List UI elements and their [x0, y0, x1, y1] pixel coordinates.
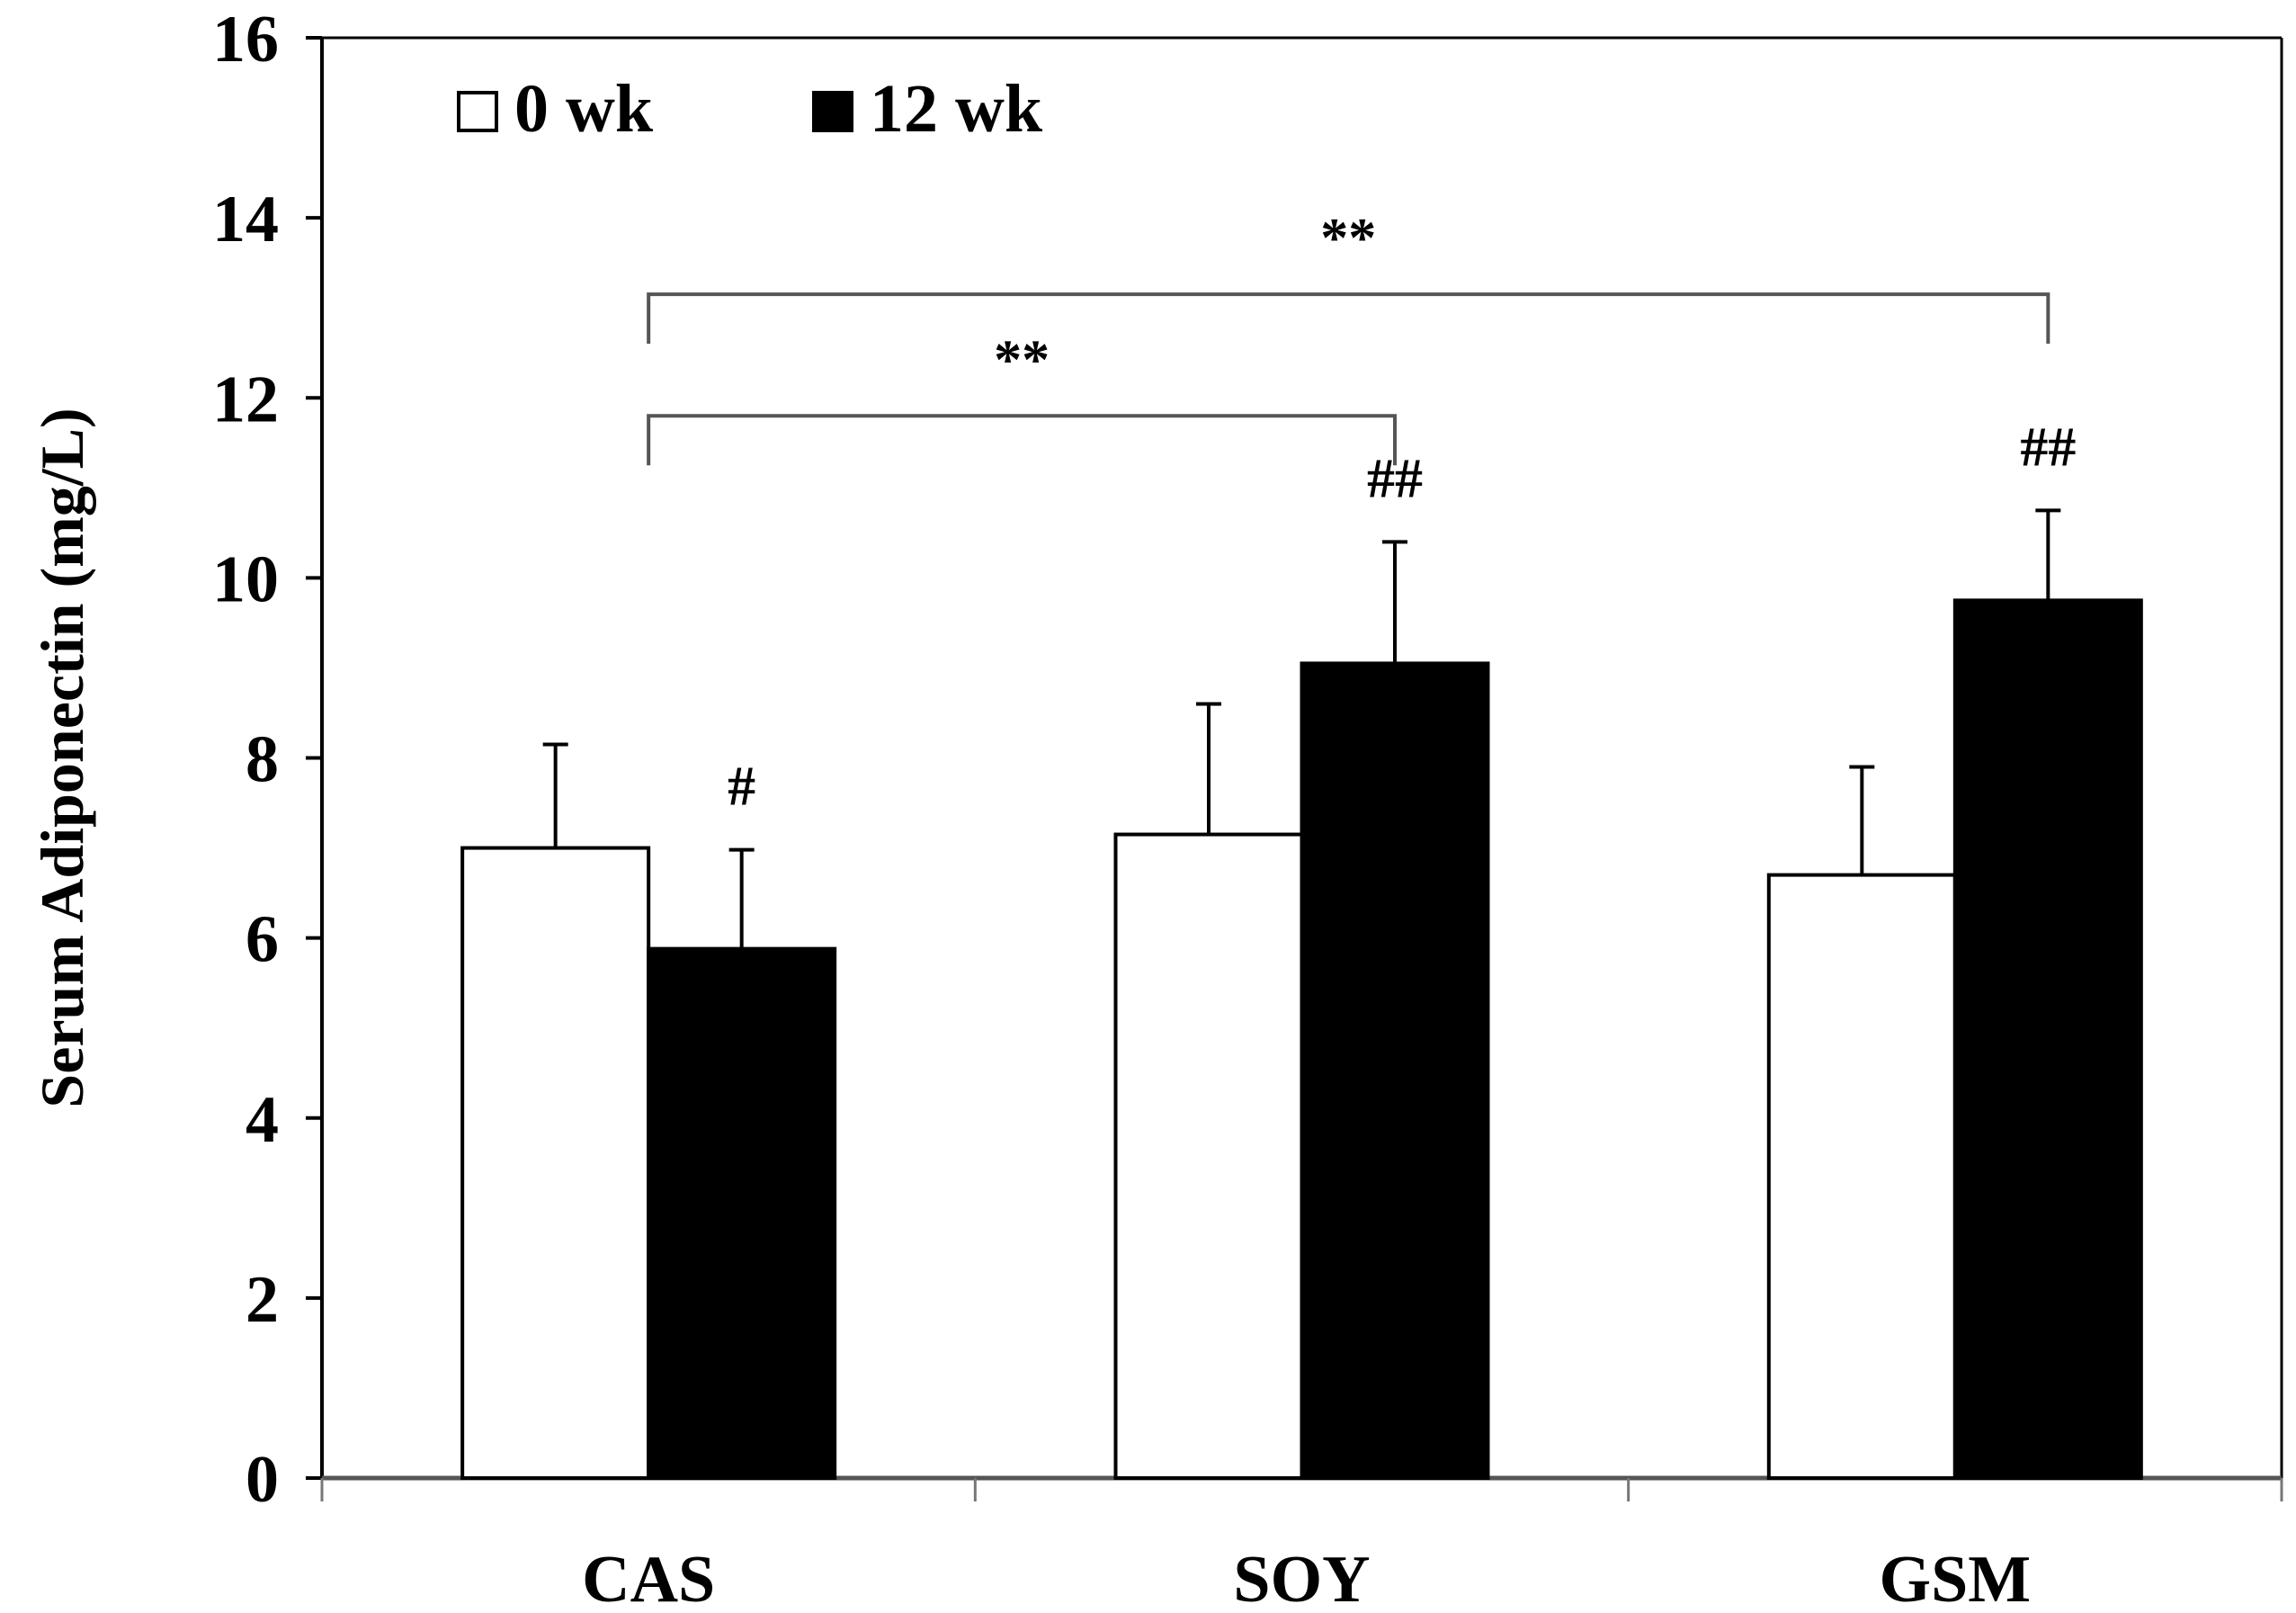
y-tick-label: 0 [246, 1443, 279, 1517]
y-tick-label: 4 [246, 1083, 279, 1157]
y-tick-label: 12 [212, 363, 279, 436]
y-tick-label: 2 [246, 1263, 279, 1337]
x-tick-label: GSM [1880, 1543, 2032, 1613]
bars [460, 598, 2143, 1480]
legend-label: 12 wk [870, 71, 1043, 147]
bracket-significance-label: ** [1320, 208, 1376, 269]
significance-marker: # [728, 757, 755, 818]
y-tick-label: 10 [212, 542, 279, 616]
significance-brackets: ** ** [647, 208, 2050, 466]
x-axis-ticks: CAS SOY GSM [320, 1478, 2283, 1613]
bar-soy-0-wk [1113, 832, 1304, 1480]
x-tick-label: SOY [1233, 1543, 1370, 1613]
significance-marker: ## [2020, 417, 2076, 478]
legend-swatch [812, 91, 853, 132]
legend-label: 0 wk [514, 71, 654, 147]
y-axis-ticks: 0 2 4 6 8 10 12 14 16 [212, 3, 322, 1517]
y-tick-label: 8 [246, 723, 279, 797]
y-tick-label: 6 [246, 903, 279, 977]
comparison-bracket [647, 414, 1397, 466]
error-bars [542, 508, 2061, 949]
y-tick-label: 16 [212, 3, 279, 76]
y-axis-label: Serum Adiponectin (mg/L) [28, 408, 96, 1107]
bar-soy-12-wk [1300, 661, 1490, 1480]
bracket-significance-label: ** [994, 329, 1050, 390]
bar-cas-0-wk [460, 846, 651, 1480]
bar-gsm-12-wk [1952, 598, 2143, 1480]
legend: 0 wk 12 wk [457, 71, 1043, 147]
x-tick-label: CAS [582, 1543, 715, 1613]
comparison-bracket [647, 292, 2050, 345]
y-tick-label: 14 [212, 183, 279, 256]
legend-swatch [457, 91, 498, 132]
bar-gsm-0-wk [1766, 873, 1957, 1480]
bar-cas-12-wk [647, 946, 837, 1480]
annotations: ##### [728, 417, 2076, 817]
